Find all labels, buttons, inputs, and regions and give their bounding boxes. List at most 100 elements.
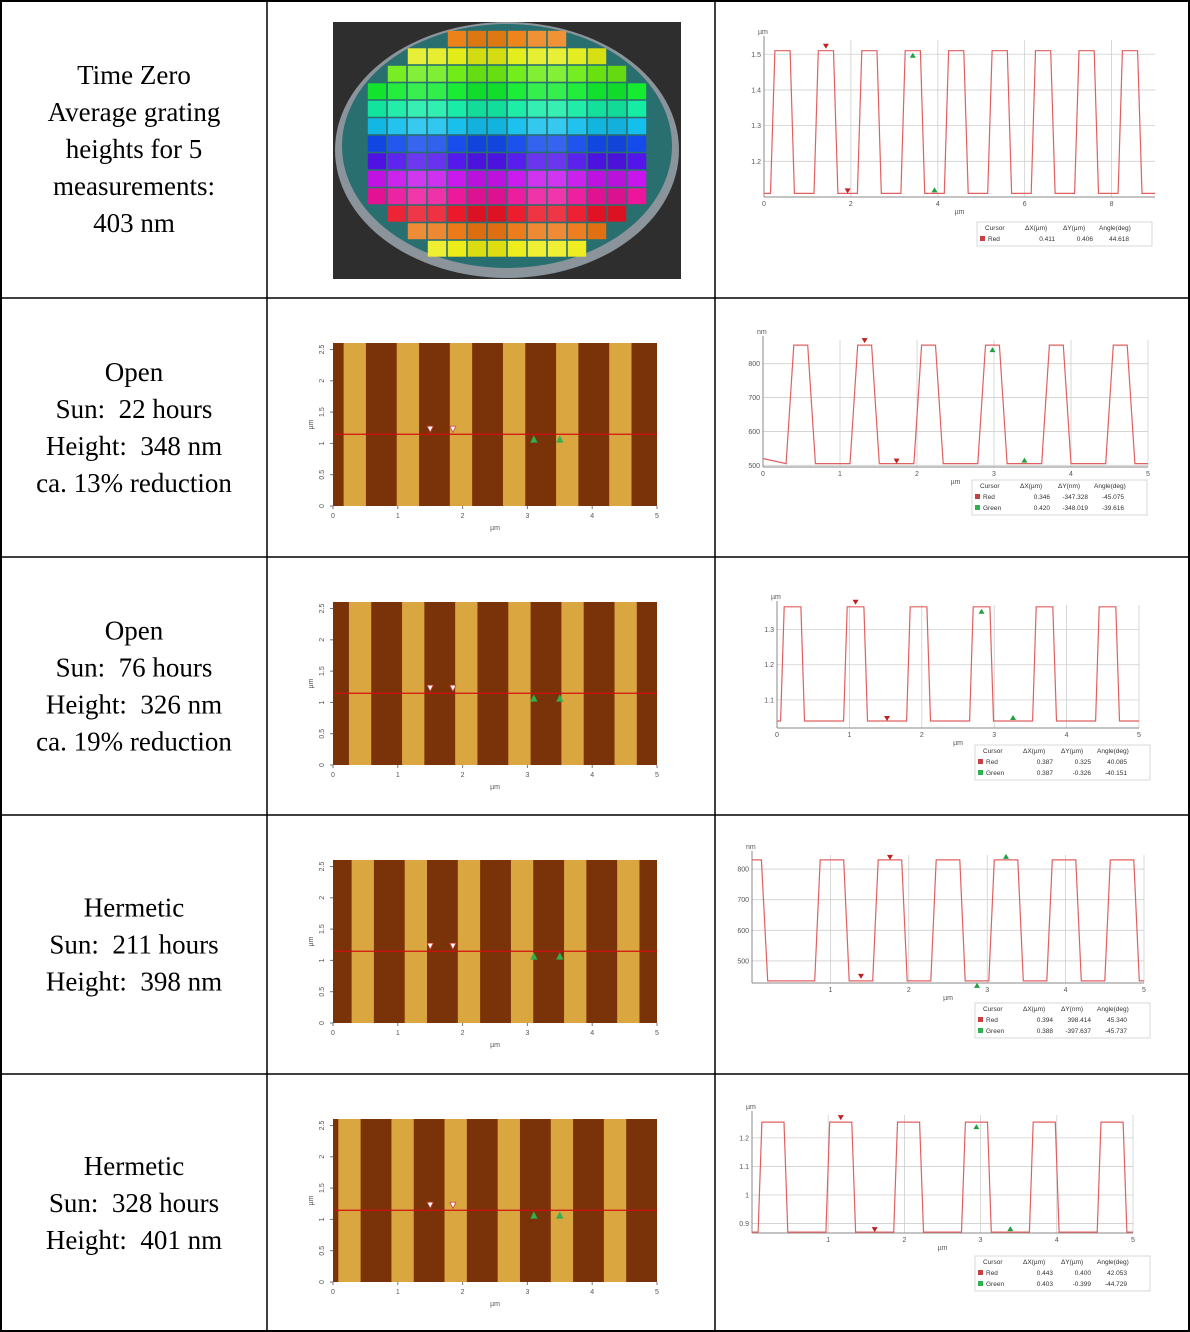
die [488, 118, 506, 134]
x-tick-label: 1 [396, 513, 400, 520]
table-cell: 0.387 [1037, 759, 1054, 766]
die [568, 153, 586, 169]
x-tick-label: 0 [775, 732, 779, 739]
y-tick-label: 1 [745, 1193, 749, 1200]
y-tick-label: 0.5 [319, 987, 326, 997]
row-label: ca. 13% reduction [36, 468, 232, 498]
y-tick-label: 1.5 [319, 1183, 326, 1193]
table-cell: -45.075 [1102, 494, 1124, 501]
afm-stripe [391, 1119, 413, 1282]
cursor-marker [845, 188, 851, 193]
die [608, 118, 626, 134]
die [448, 241, 466, 257]
die [408, 66, 426, 82]
table-cell: -45.737 [1105, 1028, 1127, 1035]
cursor-marker [979, 609, 985, 614]
die [508, 153, 526, 169]
die [388, 136, 406, 152]
table-cell: -39.616 [1102, 505, 1124, 512]
y-tick-label: 2.5 [319, 604, 326, 614]
afm-stripe [498, 1119, 520, 1282]
die [468, 66, 486, 82]
die [368, 153, 386, 169]
x-tick-label: 5 [1131, 1237, 1135, 1244]
x-tick-label: 2 [902, 1237, 906, 1244]
cursor-marker [862, 338, 868, 343]
die [608, 188, 626, 204]
table-cell: -348.019 [1062, 505, 1088, 512]
afm-stripe [503, 343, 525, 506]
table-cell: 0.325 [1075, 759, 1092, 766]
die [628, 171, 646, 187]
x-tick-label: 0 [331, 1289, 335, 1296]
row-label: Open [105, 616, 164, 646]
x-tick-label: 4 [1065, 732, 1069, 739]
table-header: ΔY(µm) [1061, 1259, 1083, 1266]
x-tick-label: 1 [838, 471, 842, 478]
y-tick-label: 0 [319, 1280, 326, 1284]
die [548, 118, 566, 134]
table-header: Cursor [983, 748, 1003, 755]
table-cell: 42.053 [1107, 1270, 1127, 1277]
die [628, 118, 646, 134]
row-label: Height: 326 nm [46, 690, 222, 720]
die [588, 48, 606, 64]
table-header: Angle(deg) [1097, 748, 1129, 755]
table-header: Cursor [980, 483, 1000, 490]
die [388, 118, 406, 134]
die [628, 101, 646, 117]
table-header: ΔY(nm) [1061, 1006, 1083, 1013]
legend-swatch [978, 1281, 983, 1286]
row-label: Height: 398 nm [46, 967, 222, 997]
die [508, 66, 526, 82]
y-tick-label: 0.9 [739, 1221, 749, 1228]
die [548, 241, 566, 257]
y-tick-label: 800 [748, 361, 760, 368]
x-tick-label: 1 [396, 1030, 400, 1037]
y-tick-label: 1.5 [319, 666, 326, 676]
x-tick-label: 5 [1142, 987, 1146, 994]
y-tick-label: 500 [748, 463, 760, 470]
y-tick-label: 2.5 [319, 345, 326, 355]
row-label: ca. 19% reduction [36, 727, 232, 757]
die [488, 31, 506, 47]
x-tick-label: 3 [992, 732, 996, 739]
x-tick-label: 5 [655, 513, 659, 520]
table-cell: -0.326 [1073, 770, 1092, 777]
x-tick-label: 2 [461, 1030, 465, 1037]
die [528, 171, 546, 187]
afm-stripe [458, 860, 480, 1023]
die [448, 223, 466, 239]
x-tick-label: 1 [826, 1237, 830, 1244]
cursor-marker [823, 44, 829, 49]
table-cell: 0.400 [1075, 1270, 1092, 1277]
die [488, 136, 506, 152]
die [628, 83, 646, 99]
afm-stripe [508, 602, 530, 765]
die [468, 171, 486, 187]
die [428, 48, 446, 64]
x-tick-label: 6 [1023, 201, 1027, 208]
die [448, 31, 466, 47]
die [548, 223, 566, 239]
die [508, 223, 526, 239]
x-tick-label: 1 [396, 772, 400, 779]
y-tick-label: 500 [737, 958, 749, 965]
table-cell: 0.411 [1039, 236, 1055, 243]
die [528, 83, 546, 99]
afm-stripe [551, 1119, 573, 1282]
table-header: ΔX(µm) [1023, 1006, 1045, 1013]
table-cell: Red [986, 1017, 998, 1024]
x-tick-label: 3 [992, 471, 996, 478]
die [468, 206, 486, 222]
table-header: ΔX(µm) [1023, 1259, 1045, 1266]
cursor-marker [1003, 854, 1009, 859]
y-axis-label: µm [746, 1104, 756, 1111]
legend-swatch [978, 1028, 983, 1033]
row-label: Sun: 22 hours [56, 394, 213, 424]
table-header: ΔX(µm) [1025, 225, 1047, 232]
x-tick-label: 0 [331, 1030, 335, 1037]
y-tick-label: 1.2 [739, 1135, 749, 1142]
legend-swatch [975, 494, 980, 499]
die [428, 223, 446, 239]
